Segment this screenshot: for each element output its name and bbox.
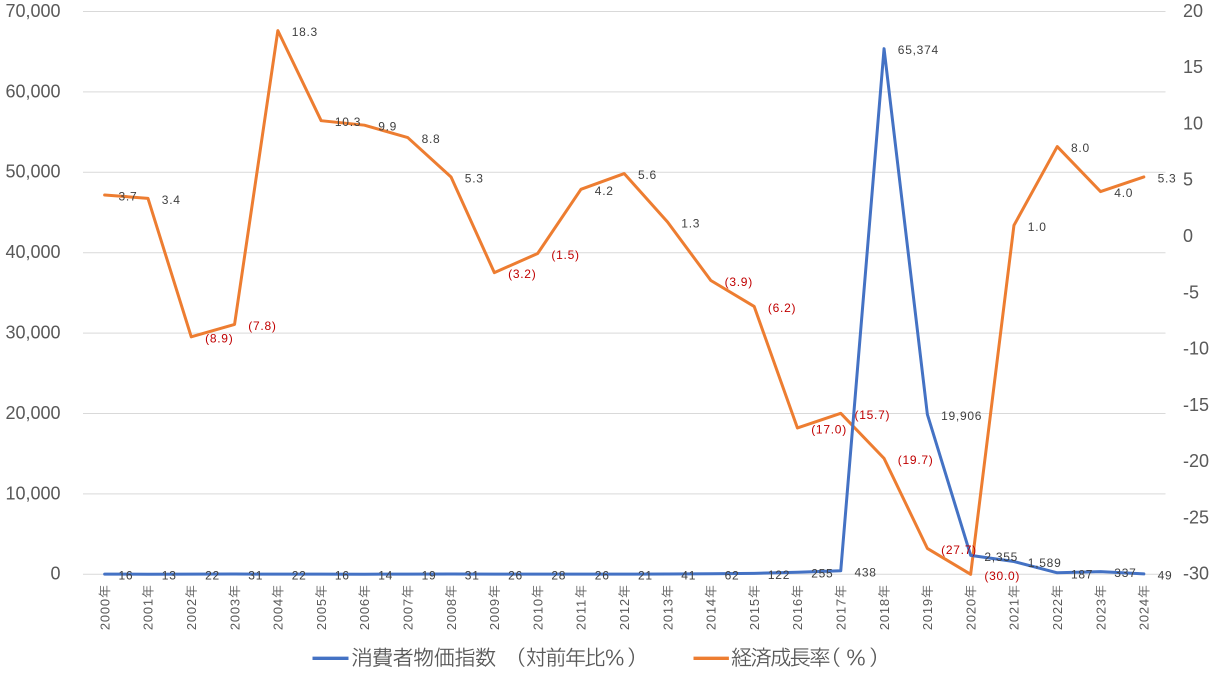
svg-text:-20: -20 (1183, 451, 1209, 471)
svg-text:4.2: 4.2 (595, 184, 614, 198)
svg-text:30,000: 30,000 (5, 323, 60, 343)
svg-text:10.3: 10.3 (335, 115, 361, 129)
svg-text:20: 20 (1183, 1, 1203, 21)
svg-text:10,000: 10,000 (5, 483, 60, 503)
svg-text:1.3: 1.3 (681, 217, 700, 231)
svg-text:2004: 2004 (271, 598, 286, 630)
svg-text:2006: 2006 (357, 598, 372, 630)
svg-text:2005: 2005 (314, 598, 329, 630)
svg-text:20,000: 20,000 (5, 403, 60, 423)
svg-text:19,906: 19,906 (941, 409, 982, 423)
svg-text:255: 255 (811, 567, 833, 581)
svg-text:-30: -30 (1183, 564, 1209, 584)
svg-text:(27.7): (27.7) (941, 543, 977, 557)
svg-text:5: 5 (1183, 170, 1193, 190)
svg-text:50,000: 50,000 (5, 162, 60, 182)
svg-text:3.7: 3.7 (119, 190, 138, 204)
svg-text:(19.7): (19.7) (898, 453, 934, 467)
svg-text:2016: 2016 (790, 598, 805, 630)
svg-text:0: 0 (1183, 226, 1193, 246)
svg-text:(3.9): (3.9) (725, 275, 753, 289)
svg-text:2019: 2019 (920, 598, 935, 630)
svg-text:2007: 2007 (400, 598, 415, 630)
svg-text:2,355: 2,355 (984, 550, 1018, 564)
svg-text:337: 337 (1114, 566, 1136, 580)
svg-text:28: 28 (551, 569, 566, 583)
svg-text:2015: 2015 (747, 598, 762, 630)
svg-text:14: 14 (378, 569, 393, 583)
svg-text:49: 49 (1158, 568, 1173, 582)
svg-text:(30.0): (30.0) (984, 569, 1020, 583)
svg-text:(15.7): (15.7) (855, 408, 891, 422)
svg-text:438: 438 (855, 565, 877, 579)
svg-text:4.0: 4.0 (1114, 186, 1133, 200)
svg-text:1,589: 1,589 (1028, 556, 1062, 570)
svg-text:2021: 2021 (1007, 598, 1022, 630)
svg-text:(17.0): (17.0) (811, 423, 847, 437)
svg-text:(3.2): (3.2) (508, 267, 536, 281)
svg-text:41: 41 (681, 569, 696, 583)
svg-text:-10: -10 (1183, 339, 1209, 359)
svg-text:22: 22 (292, 569, 307, 583)
svg-text:21: 21 (638, 569, 653, 583)
svg-text:10: 10 (1183, 114, 1203, 134)
svg-text:9.9: 9.9 (378, 120, 397, 134)
svg-text:2018: 2018 (877, 598, 892, 630)
svg-text:2000: 2000 (97, 598, 112, 630)
svg-text:2013: 2013 (660, 598, 675, 630)
svg-text:2009: 2009 (487, 598, 502, 630)
svg-text:65,374: 65,374 (898, 43, 939, 57)
svg-text:1.0: 1.0 (1028, 220, 1047, 234)
svg-text:2012: 2012 (617, 598, 632, 630)
svg-text:0: 0 (50, 564, 60, 584)
svg-text:16: 16 (119, 569, 134, 583)
svg-text:15: 15 (1183, 57, 1203, 77)
svg-text:(6.2): (6.2) (768, 301, 796, 315)
svg-text:40,000: 40,000 (5, 242, 60, 262)
svg-text:13: 13 (162, 569, 177, 583)
svg-text:(1.5): (1.5) (551, 248, 579, 262)
svg-text:18.3: 18.3 (292, 25, 318, 39)
svg-text:(7.8): (7.8) (248, 319, 276, 333)
svg-text:2022: 2022 (1050, 598, 1065, 630)
svg-text:60,000: 60,000 (5, 81, 60, 101)
svg-text:-5: -5 (1183, 282, 1199, 302)
svg-text:8.8: 8.8 (422, 132, 441, 146)
svg-text:70,000: 70,000 (5, 1, 60, 21)
svg-text:2024: 2024 (1137, 598, 1152, 630)
svg-text:8.0: 8.0 (1071, 141, 1090, 155)
svg-text:(8.9): (8.9) (205, 331, 233, 345)
svg-text:3.4: 3.4 (162, 193, 181, 207)
svg-text:2003: 2003 (227, 598, 242, 630)
svg-text:2011: 2011 (574, 599, 589, 630)
svg-text:122: 122 (768, 568, 790, 582)
svg-text:62: 62 (725, 568, 740, 582)
svg-text:22: 22 (205, 569, 220, 583)
svg-text:16: 16 (335, 569, 350, 583)
svg-text:19: 19 (422, 569, 437, 583)
svg-text:-25: -25 (1183, 507, 1209, 527)
svg-text:2001: 2001 (141, 598, 156, 630)
svg-text:2014: 2014 (704, 598, 719, 630)
svg-text:187: 187 (1071, 567, 1093, 581)
svg-text:31: 31 (248, 569, 263, 583)
svg-text:5.3: 5.3 (1158, 172, 1177, 186)
svg-text:-15: -15 (1183, 395, 1209, 415)
svg-text:31: 31 (465, 569, 480, 583)
svg-text:26: 26 (595, 569, 610, 583)
svg-text:2017: 2017 (833, 598, 848, 630)
svg-text:2002: 2002 (184, 598, 199, 630)
svg-text:26: 26 (508, 569, 523, 583)
svg-text:5.6: 5.6 (638, 168, 657, 182)
svg-text:2023: 2023 (1093, 598, 1108, 630)
svg-text:2008: 2008 (444, 598, 459, 630)
svg-text:2010: 2010 (530, 598, 545, 630)
svg-text:2020: 2020 (963, 598, 978, 630)
svg-text:5.3: 5.3 (465, 172, 484, 186)
